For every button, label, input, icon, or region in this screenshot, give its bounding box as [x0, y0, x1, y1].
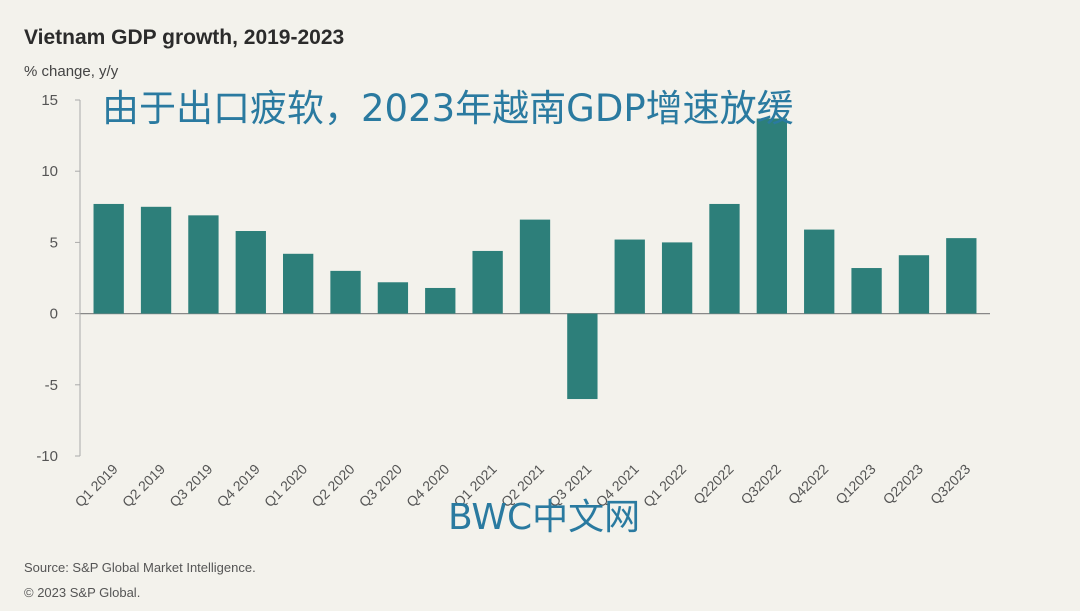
bar: [851, 268, 882, 314]
bar: [330, 270, 361, 314]
copyright-note: © 2023 S&P Global.: [24, 585, 140, 600]
x-tick-label: Q2 2019: [119, 461, 168, 510]
x-tick-label: Q1 2020: [261, 461, 310, 510]
bar: [946, 238, 977, 314]
bar: [614, 239, 645, 314]
overlay-headline: 由于出口疲软，2023年越南GDP增速放缓: [102, 87, 794, 130]
bar: [519, 219, 551, 314]
x-tick-label: Q22023: [880, 461, 927, 508]
bar: [425, 287, 456, 314]
y-tick-label: -10: [36, 448, 58, 465]
bar: [661, 242, 693, 314]
y-axis-label: % change, y/y: [24, 63, 119, 80]
x-tick-label: Q3 2020: [356, 461, 405, 510]
y-tick-label: 15: [41, 92, 58, 109]
x-tick-label: Q12023: [832, 461, 879, 508]
y-tick-label: 10: [41, 163, 58, 180]
bar: [756, 118, 787, 314]
y-tick-label: 5: [50, 234, 58, 251]
bar: [377, 282, 409, 314]
bar: [472, 250, 503, 314]
x-tick-label: Q4 2019: [214, 461, 263, 510]
bar: [898, 255, 930, 314]
x-tick-label: Q3 2019: [166, 461, 215, 510]
x-tick-label: Q1 2022: [640, 461, 689, 510]
bar: [93, 203, 124, 314]
bar: [283, 253, 314, 314]
bar: [140, 206, 172, 314]
x-tick-label: Q4 2020: [403, 461, 452, 510]
x-tick-label: Q2 2020: [308, 461, 357, 510]
x-tick-label: Q32023: [927, 461, 974, 508]
y-axis-ticks: 15 10 5 0 -5 -10: [36, 92, 80, 465]
bar: [235, 231, 266, 314]
x-tick-label: Q1 2019: [72, 461, 121, 510]
y-tick-label: 0: [50, 306, 58, 323]
bar: [804, 229, 835, 314]
x-tick-label: Q32022: [737, 461, 784, 508]
watermark: BWC中文网: [448, 497, 641, 538]
bar: [567, 313, 598, 400]
chart-title: Vietnam GDP growth, 2019-2023: [24, 26, 344, 49]
bar: [188, 215, 219, 314]
bars: [93, 118, 977, 400]
x-tick-label: Q42022: [785, 461, 832, 508]
x-tick-label: Q22022: [690, 461, 737, 508]
source-note: Source: S&P Global Market Intelligence.: [24, 560, 256, 575]
bar: [709, 203, 740, 314]
y-tick-label: -5: [45, 377, 58, 394]
